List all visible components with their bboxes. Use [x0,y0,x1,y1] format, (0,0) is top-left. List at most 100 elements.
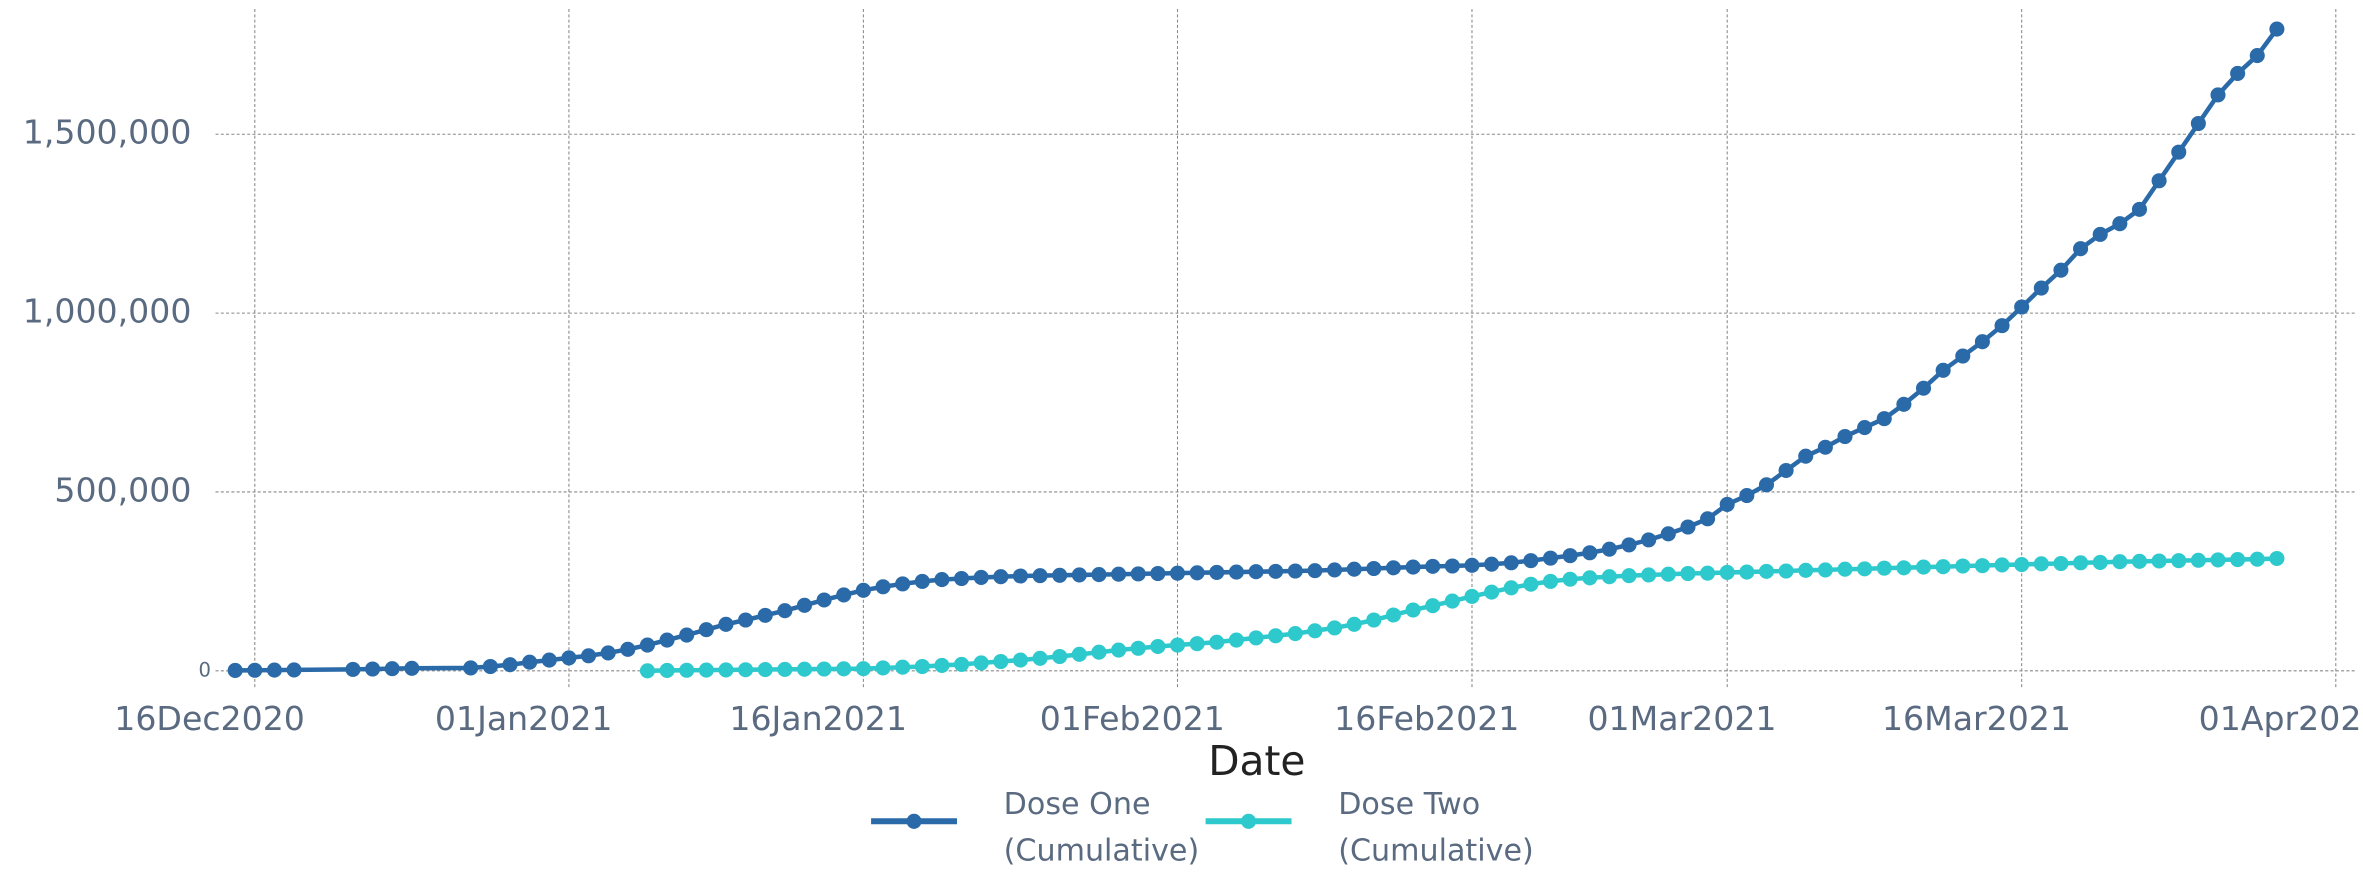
data-point [1484,584,1500,600]
data-point [659,632,675,648]
data-point [914,573,930,589]
data-point [1503,580,1519,596]
data-point [738,662,754,678]
data-point [816,661,832,677]
data-point [1719,564,1735,580]
data-point [1071,567,1087,583]
data-point [993,569,1009,585]
data-point [1307,623,1323,639]
data-point [1758,563,1775,579]
data-point [2190,552,2206,568]
data-point [895,659,911,675]
data-point [1758,477,1775,493]
data-point [1012,568,1028,584]
data-point [1111,642,1127,658]
data-point [2230,552,2246,568]
data-point [679,627,695,643]
data-point [1150,638,1166,655]
data-point [1503,555,1519,571]
data-point [2151,553,2167,569]
data-point [1915,559,1932,575]
data-point [659,662,675,678]
data-point [2249,48,2265,64]
data-point [247,662,263,678]
data-point [2190,115,2206,132]
data-point [600,645,616,661]
data-point [698,622,714,638]
data-point [1425,598,1441,614]
data-point [1444,558,1460,574]
legend-item: Dose One (Cumulative) [1003,785,1200,869]
data-point [718,662,734,678]
data-point [1601,541,1617,557]
data-point [1091,644,1107,660]
data-point [1523,553,1539,569]
data-point [1150,565,1166,582]
legend-label: Dose One (Cumulative) [1003,785,1200,869]
data-point [365,661,381,677]
data-point [639,637,655,653]
data-point [227,662,243,678]
data-point [1896,396,1912,412]
data-point [954,656,970,672]
data-point [1641,567,1657,583]
data-point [2269,550,2285,567]
data-point [1778,462,1794,479]
data-point [836,661,852,677]
data-point [2171,144,2187,160]
data-point [1915,380,1932,396]
data-point [404,660,420,676]
data-point [1582,545,1598,561]
data-point [1071,646,1087,662]
data-point [1052,648,1068,665]
data-point [1228,564,1244,580]
data-point [482,658,498,675]
data-point [934,657,950,673]
data-point [1111,566,1127,582]
data-point [502,657,518,673]
y-tick-label: 1,500,000 [23,113,192,152]
data-point [1857,420,1873,436]
data-point [1346,616,1362,632]
data-point [1248,564,1264,580]
data-point [757,607,773,623]
data-point [2073,555,2089,571]
data-point [1523,576,1539,592]
data-point [1719,496,1735,512]
data-point [816,592,832,608]
data-point [796,597,813,613]
data-point [796,661,813,677]
data-point [1091,567,1107,583]
data-point [914,658,930,675]
data-point [718,616,734,632]
data-point [1562,571,1578,587]
x-axis-label: Date [1208,737,1305,785]
data-point [1209,564,1225,580]
data-point [836,587,852,603]
data-point [345,661,361,677]
data-point [1542,550,1559,566]
data-point [620,641,636,657]
data-point [522,654,538,670]
data-point [2053,262,2069,278]
data-point [1700,511,1716,527]
data-point [1189,565,1205,581]
data-point [2112,554,2128,570]
data-point [1739,487,1755,504]
y-tick-label: 500,000 [54,470,191,509]
data-point [2249,551,2265,567]
data-point [1130,640,1146,656]
data-point [1464,588,1480,604]
data-point [384,661,400,677]
data-point [1817,562,1833,578]
data-point [1621,537,1637,553]
data-point [895,576,911,592]
data-point [1228,632,1244,648]
legend-marker [1241,813,1257,829]
data-point [1307,563,1323,579]
y-tick-label: 0 [199,658,211,681]
data-point [1876,560,1892,576]
data-point [1562,548,1578,564]
data-point [2014,557,2030,573]
data-point [1974,334,1990,350]
